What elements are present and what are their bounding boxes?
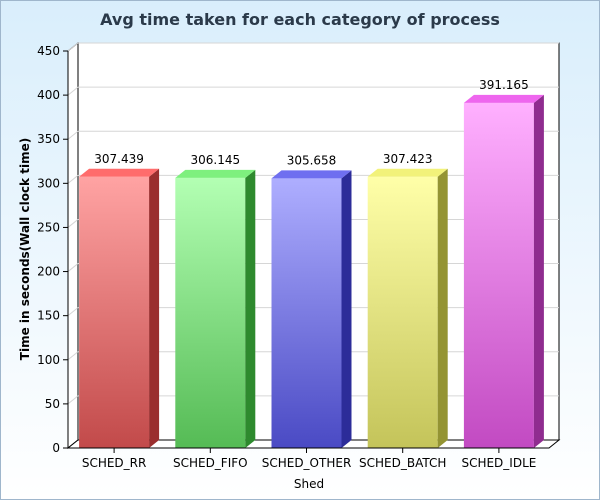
plot-left-wall (67, 41, 79, 450)
chart-title: Avg time taken for each category of proc… (100, 10, 500, 29)
bar-sched-idle: 391.165 (463, 78, 544, 448)
bar-front (367, 176, 438, 448)
bar-side (149, 168, 160, 448)
gridline-side (67, 174, 79, 184)
y-tick-label: 300 (37, 176, 60, 190)
bars: 307.439 306.145 305.658 307.423 391.165 (79, 78, 544, 448)
y-tick-label: 0 (52, 441, 60, 455)
gridline-side (67, 307, 79, 317)
bar-front (175, 177, 246, 448)
bar-value-label: 306.145 (190, 153, 240, 167)
bar-top (367, 168, 448, 177)
bar-side (341, 170, 352, 448)
x-category-label: SCHED_BATCH (359, 456, 446, 470)
y-tick-label: 450 (37, 44, 60, 58)
y-tick-label: 150 (37, 309, 60, 323)
bar-top (463, 94, 544, 103)
bar-sched-fifo: 306.145 (175, 153, 256, 448)
x-category-label: SCHED_IDLE (461, 456, 536, 470)
x-category-label: SCHED_FIFO (173, 456, 248, 470)
gridline-side (67, 86, 79, 96)
bar-top (175, 169, 256, 178)
gridline-side (67, 130, 79, 140)
bar-side (533, 94, 544, 448)
bar-value-label: 307.423 (383, 152, 433, 166)
bar-side (437, 168, 448, 448)
x-category-label: SCHED_OTHER (262, 456, 352, 470)
x-axis-label: Shed (294, 477, 324, 491)
x-category-label: SCHED_RR (82, 456, 147, 470)
x-axis-categories: SCHED_RR SCHED_FIFO SCHED_OTHER SCHED_BATCH… (68, 447, 549, 470)
bar-value-label: 307.439 (94, 152, 144, 166)
bar-sched-other: 305.658 (271, 153, 352, 448)
gridline-side (67, 42, 79, 52)
bar-sched-rr: 307.439 (79, 152, 160, 448)
bar-sched-batch: 307.423 (367, 152, 448, 448)
bar-side (245, 169, 256, 448)
y-tick-label: 400 (37, 88, 60, 102)
y-tick-label: 100 (37, 353, 60, 367)
bar-value-label: 391.165 (479, 78, 529, 92)
bar-front (79, 176, 150, 448)
bar-front (271, 178, 342, 448)
gridline-side (67, 263, 79, 272)
y-tick-label: 50 (45, 397, 60, 411)
bar-value-label: 305.658 (287, 153, 337, 167)
bar-top (271, 170, 352, 179)
bar-front (463, 102, 534, 448)
y-tick-label: 250 (37, 220, 60, 234)
bar-top (79, 168, 160, 177)
y-tick-label: 200 (37, 265, 60, 279)
gridline-side (67, 351, 79, 361)
gridline-side (67, 219, 79, 228)
y-axis-label: Time in seconds(Wall clock time) (18, 138, 32, 360)
y-tick-label: 350 (37, 132, 60, 146)
gridline-side (67, 395, 79, 405)
